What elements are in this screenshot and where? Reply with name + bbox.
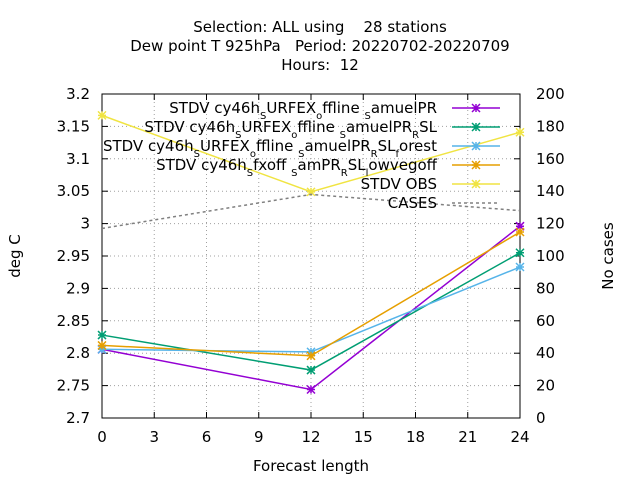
x-tick-label: 0	[97, 428, 107, 446]
series-3	[97, 227, 525, 361]
y2-tick-label: 180	[536, 117, 565, 135]
data-point	[306, 384, 316, 395]
series-1	[97, 248, 525, 375]
series-line	[101, 193, 521, 230]
y-tick-label: 3.15	[57, 117, 90, 135]
legend-label: CASES	[388, 194, 437, 212]
legend-label: STDV cy46hSURFEXoffline SamuelPR	[169, 99, 437, 122]
legend-item: STDV cy46hSURFEXoffline SamuelPRRSLfores…	[103, 137, 500, 160]
legend-label: STDV cy46hSURFEXoffline SamuelPRRSLfores…	[103, 137, 437, 160]
y2-tick-label: 100	[536, 247, 565, 265]
data-point	[515, 221, 525, 231]
legend-item: STDV OBS	[361, 175, 500, 193]
y-axis-label: deg C	[6, 234, 24, 278]
legend-label: STDV cy46hSfxoff SamPRRSLlowvegoff	[156, 156, 438, 179]
data-point	[471, 160, 481, 170]
y2-tick-label: 120	[536, 215, 565, 233]
y-tick-label: 3.1	[66, 150, 90, 168]
y2-axis-label: No cases	[599, 222, 617, 290]
legend-item: STDV cy46hSURFEXoffline SamuelPR	[169, 99, 500, 122]
y2-tick-label: 40	[536, 344, 555, 362]
y-tick-label: 3.2	[66, 85, 90, 103]
x-tick-label: 21	[458, 428, 477, 446]
x-tick-label: 12	[301, 428, 320, 446]
legend-item: STDV cy46hSfxoff SamPRRSLlowvegoff	[156, 156, 500, 179]
data-point	[515, 127, 525, 137]
y-tick-label: 3.05	[57, 182, 90, 200]
chart-title-line: Hours: 12	[281, 56, 359, 74]
data-point	[306, 187, 316, 197]
legend-item: CASES	[388, 194, 500, 212]
chart-title-line: Dew point T 925hPa Period: 20220702-2022…	[130, 37, 509, 55]
legend-label: STDV cy46hSURFEXoffline SamuelPRRSL	[144, 118, 437, 141]
x-tick-label: 3	[149, 428, 159, 446]
data-point	[97, 340, 107, 350]
data-point	[306, 351, 316, 361]
x-tick-label: 6	[202, 428, 212, 446]
data-point	[471, 179, 481, 189]
legend-label: STDV OBS	[361, 175, 437, 193]
y-tick-label: 2.95	[57, 247, 90, 265]
series-2	[97, 262, 525, 357]
y-tick-label: 2.7	[66, 409, 90, 427]
y2-tick-label: 60	[536, 312, 555, 330]
x-tick-label: 9	[254, 428, 264, 446]
y-tick-label: 2.9	[66, 279, 90, 297]
x-tick-label: 18	[406, 428, 425, 446]
data-point	[97, 330, 107, 340]
series-5	[101, 193, 521, 230]
series-line	[101, 266, 521, 353]
legend-item: STDV cy46hSURFEXoffline SamuelPRRSL	[144, 118, 500, 141]
data-point	[306, 365, 316, 375]
data-point	[471, 141, 481, 151]
y-tick-label: 2.85	[57, 312, 90, 330]
y2-tick-label: 80	[536, 279, 555, 297]
data-point	[471, 103, 481, 113]
series-lines	[97, 110, 525, 395]
data-point	[97, 110, 107, 120]
y-tick-label: 3	[80, 215, 90, 233]
y2-tick-label: 0	[536, 409, 546, 427]
y2-tick-label: 20	[536, 377, 555, 395]
data-point	[515, 248, 525, 258]
data-point	[471, 122, 481, 132]
series-4	[97, 110, 525, 197]
axis-ticks: 0 3 6 9 12 15 18 21 24 2.7 2.75 2.8 2.85 2.9 2.95 3 3.05…	[57, 85, 565, 446]
y2-tick-label: 200	[536, 85, 565, 103]
chart-title-line: Selection: ALL using 28 stations	[193, 18, 447, 36]
y-tick-label: 2.8	[66, 344, 90, 362]
y-tick-label: 2.75	[57, 377, 90, 395]
data-point	[515, 227, 525, 237]
data-point	[515, 262, 525, 272]
x-tick-label: 15	[354, 428, 373, 446]
y2-tick-label: 160	[536, 150, 565, 168]
x-tick-label: 24	[510, 428, 529, 446]
y2-tick-label: 140	[536, 182, 565, 200]
x-axis-label: Forecast length	[253, 457, 369, 475]
